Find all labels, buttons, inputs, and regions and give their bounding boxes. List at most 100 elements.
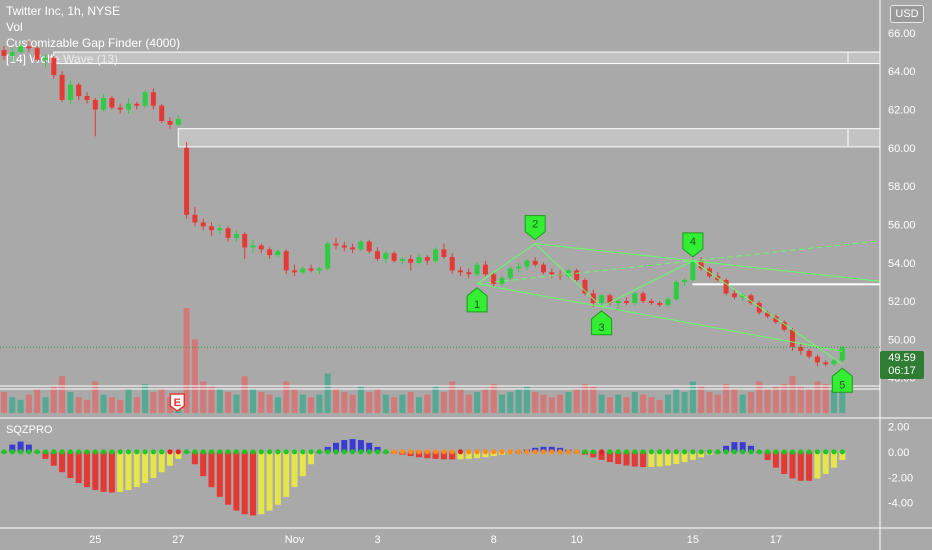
osc-histogram-bar (84, 451, 90, 488)
squeeze-dot (300, 449, 306, 455)
volume-bar (84, 399, 90, 413)
legend-symbol[interactable]: Twitter Inc, 1h, NYSE (6, 4, 121, 18)
osc-histogram-bar (789, 451, 796, 479)
candle-body (300, 268, 306, 273)
squeeze-dot (482, 449, 488, 455)
volume-bar (133, 397, 140, 413)
candle-body (267, 249, 273, 256)
volume-bar (507, 392, 514, 413)
osc-histogram-bar (822, 451, 829, 474)
volume-bar (374, 389, 381, 413)
candle-body (648, 301, 654, 303)
last-price-tag: 49.59 06:17 (880, 351, 924, 379)
squeeze-dot (740, 449, 746, 455)
volume-bar (631, 392, 638, 413)
squeeze-dot (723, 449, 729, 455)
osc-histogram-bar (17, 441, 24, 452)
osc-histogram-bar (623, 451, 630, 466)
squeeze-dot (208, 449, 215, 455)
squeeze-dot (101, 449, 107, 455)
wolfe-line (476, 243, 536, 285)
osc-histogram-bar (274, 451, 281, 505)
volume-bar (399, 394, 406, 413)
candle-body (839, 347, 845, 361)
squeeze-dot (383, 449, 389, 455)
osc-histogram-bar (440, 451, 447, 460)
time-tick-label: 25 (89, 534, 101, 546)
volume-bar (225, 392, 232, 413)
candle-body (541, 264, 546, 273)
time-tick-label: 27 (172, 534, 184, 546)
squeeze-dot (67, 449, 73, 455)
squeeze-dot (565, 449, 572, 455)
candle-body (698, 260, 704, 269)
squeeze-dot (258, 449, 264, 455)
squeeze-dot (92, 449, 98, 455)
candle-body (624, 301, 629, 303)
volume-bar (416, 397, 422, 413)
osc-histogram-bar (59, 451, 66, 473)
squeeze-dot (607, 449, 613, 455)
candle-body (217, 228, 223, 231)
candle-body (233, 234, 239, 238)
candle-body (34, 48, 40, 60)
legend-gap-finder[interactable]: Customizable Gap Finder (4000) (6, 36, 181, 50)
volume-bar (216, 389, 223, 413)
candle-body (167, 121, 173, 125)
legend-vol[interactable]: Vol (6, 20, 23, 34)
time-tick-label: 8 (491, 534, 497, 546)
osc-tick-label: 0.00 (888, 447, 909, 459)
oscillator-title[interactable]: SQZPRO (6, 424, 53, 436)
volume-bar (739, 394, 746, 413)
osc-histogram-bar (92, 451, 99, 491)
squeeze-dot (507, 449, 513, 455)
volume-bar (748, 392, 754, 413)
squeeze-dot (706, 449, 713, 455)
volume-bar (316, 394, 323, 413)
candles: E (1, 40, 845, 412)
osc-histogram-bar (739, 442, 746, 452)
volume-bar (75, 397, 82, 413)
volume-bar (42, 397, 49, 413)
candle-body (474, 264, 480, 275)
volume-bar (482, 389, 489, 413)
squeeze-dot (142, 449, 148, 455)
volume-bar (681, 392, 688, 413)
candle-body (673, 281, 679, 300)
squeeze-dot (632, 449, 638, 455)
volume-bar (548, 397, 555, 413)
candle-body (292, 270, 297, 273)
squeeze-dot (557, 449, 563, 455)
candle-body (9, 52, 15, 56)
wolfe-point-label: 2 (532, 219, 538, 231)
volume-bar (1, 392, 7, 413)
candle-body (607, 295, 613, 303)
squeeze-dot (391, 449, 397, 455)
volume-bar (50, 386, 57, 413)
osc-histogram-bar (357, 440, 364, 452)
osc-tick-label: 2.00 (888, 421, 909, 433)
candle-body (350, 247, 356, 250)
squeeze-dot (499, 449, 505, 455)
volume-bar (125, 389, 132, 413)
squeeze-dot (366, 449, 372, 455)
volume-bar (723, 384, 730, 413)
volume-bar (250, 389, 256, 413)
osc-histogram-bar (656, 451, 663, 467)
candle-body (773, 316, 779, 323)
volume-bar (274, 397, 281, 413)
volume-bar (341, 392, 348, 413)
osc-histogram-bar (133, 451, 140, 488)
volume-bar (540, 394, 547, 413)
candle-body (142, 92, 148, 106)
volume-bar (465, 394, 472, 413)
volume-bar (258, 392, 265, 413)
volume-bar (689, 381, 696, 413)
volume-bar (150, 392, 157, 413)
squeeze-dot (474, 449, 480, 455)
currency-badge[interactable]: USD (890, 5, 924, 23)
osc-histogram-bar (341, 440, 348, 452)
squeeze-dot (682, 449, 688, 455)
volume-bar (797, 386, 804, 413)
